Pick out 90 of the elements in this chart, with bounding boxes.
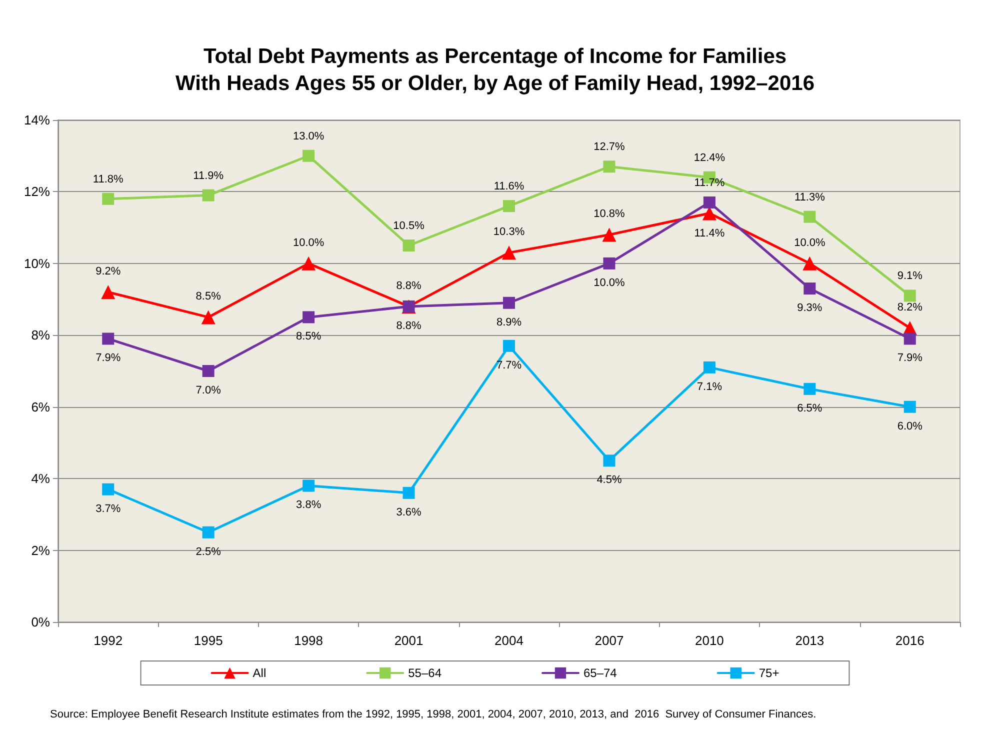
point — [102, 483, 114, 496]
x-tick-label: 2001 — [394, 633, 424, 648]
point — [201, 310, 216, 324]
data-label: 13.0% — [292, 130, 324, 142]
y-tick-label: 8% — [31, 328, 50, 343]
point — [102, 192, 114, 205]
point — [102, 332, 114, 345]
point — [101, 285, 116, 300]
data-label: 12.7% — [594, 141, 626, 154]
y-tick-label: 2% — [31, 542, 50, 558]
data-label: 4.5% — [596, 474, 622, 486]
point — [302, 311, 315, 324]
data-label: 11.8% — [92, 173, 124, 186]
x-tick-label: 1992 — [94, 633, 123, 648]
point — [703, 361, 716, 374]
legend-label: All — [252, 666, 266, 680]
point — [402, 486, 415, 499]
point — [804, 282, 816, 295]
point — [302, 256, 316, 270]
point — [502, 246, 516, 260]
legend-label: 55–64 — [408, 666, 442, 680]
point — [904, 400, 916, 413]
point — [503, 340, 515, 352]
data-label: 9.1% — [897, 270, 923, 282]
y-tick-label: 10% — [24, 256, 50, 271]
y-tick-label: 14% — [24, 112, 50, 128]
source-note: Source: Employee Benefit Research Institute estimates from the 1992, 1995, 1998, 2001, 2004, 2007, 2010, 2013, and 2016 Survey of Consumer Finances. — [50, 708, 816, 720]
x-tick-label: 2010 — [694, 633, 724, 648]
point — [904, 290, 916, 302]
data-label: 2.5% — [196, 546, 222, 558]
data-label: 10.8% — [594, 208, 626, 220]
point — [503, 296, 515, 309]
point — [302, 150, 315, 162]
point — [202, 189, 214, 202]
data-label: 6.0% — [897, 420, 923, 432]
data-label: 8.9% — [496, 316, 522, 328]
point — [904, 332, 916, 345]
point — [804, 210, 816, 223]
point — [202, 365, 214, 377]
x-tick-label: 2007 — [594, 633, 624, 648]
point — [603, 454, 616, 467]
data-label: 7.9% — [897, 352, 923, 364]
data-label: 8.8% — [396, 320, 422, 332]
x-tick-label: 2013 — [795, 633, 824, 648]
x-tick-label: 2004 — [494, 633, 524, 648]
data-label: 7.0% — [196, 384, 222, 396]
x-tick-label: 1995 — [194, 633, 223, 648]
point — [503, 200, 515, 212]
data-label: 11.4% — [694, 228, 725, 240]
point — [302, 480, 315, 492]
chart-title: Total Debt Payments as Percentage of Income for Families With Heads Ages 55 or Older, by Age of Family Head, 1992–2016 — [175, 45, 815, 95]
data-label: 8.5% — [296, 330, 322, 343]
data-label: 3.7% — [96, 502, 121, 515]
y-tick-label: 6% — [31, 399, 50, 414]
data-label: 7.7% — [496, 359, 522, 372]
point — [802, 256, 817, 270]
legend-label: 65–74 — [583, 666, 618, 680]
legend-label: 75+ — [758, 666, 780, 680]
data-label: 11.3% — [794, 191, 826, 204]
data-label: 10.0% — [594, 276, 626, 289]
data-label: 8.8% — [396, 280, 422, 292]
data-label: 3.8% — [296, 499, 322, 512]
data-label: 7.9% — [96, 352, 121, 364]
y-tick-label: 0% — [31, 614, 50, 630]
data-label: 11.6% — [494, 180, 524, 193]
point — [702, 206, 716, 220]
y-tick-label: 4% — [31, 471, 50, 486]
x-tick-label: 2016 — [895, 633, 924, 648]
point — [202, 526, 214, 538]
data-label: 8.5% — [196, 290, 222, 303]
data-label: 10.0% — [292, 236, 324, 249]
point — [602, 228, 616, 242]
point — [603, 257, 616, 270]
data-label: 10.3% — [493, 226, 525, 238]
point — [703, 196, 716, 208]
x-tick-label: 1998 — [294, 633, 324, 648]
data-label: 10.0% — [794, 236, 826, 249]
data-label: 8.2% — [897, 301, 923, 314]
data-label: 9.3% — [797, 302, 822, 314]
point — [603, 160, 616, 173]
y-tick-label: 12% — [24, 184, 50, 200]
data-label: 6.5% — [797, 402, 822, 414]
data-label: 3.6% — [396, 506, 422, 518]
point — [402, 240, 415, 252]
data-label: 9.2% — [96, 266, 121, 278]
data-label: 12.4% — [694, 152, 726, 164]
point — [804, 382, 816, 395]
data-label: 11.9% — [193, 170, 224, 182]
data-label: 10.5% — [393, 220, 425, 232]
data-label: 7.1% — [696, 380, 722, 393]
